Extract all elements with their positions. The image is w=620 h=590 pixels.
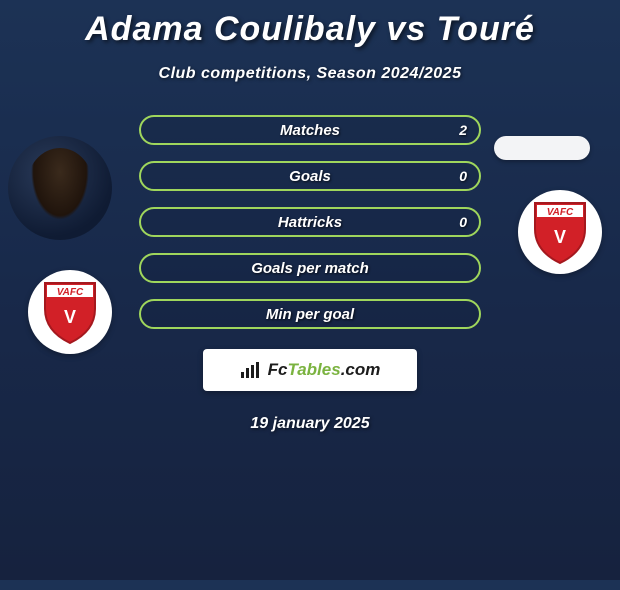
svg-text:V: V: [64, 307, 76, 327]
brand-fc: Fc: [268, 360, 288, 379]
stats-container: Matches 2 Goals 0 Hattricks 0 Goals per …: [139, 115, 481, 329]
svg-text:VAFC: VAFC: [57, 287, 84, 298]
stat-right-value: 0: [459, 214, 467, 230]
page-title: Adama Coulibaly vs Touré: [0, 10, 620, 49]
stat-row-hattricks: Hattricks 0: [139, 207, 481, 237]
stat-label: Hattricks: [278, 214, 342, 231]
stat-row-matches: Matches 2: [139, 115, 481, 145]
vafc-shield-icon: VAFC V: [41, 279, 99, 345]
stat-row-goals: Goals 0: [139, 161, 481, 191]
club-badge-left: VAFC V: [28, 270, 112, 354]
player-avatar-right: [494, 136, 590, 160]
stat-right-value: 0: [459, 168, 467, 184]
stat-label: Goals per match: [251, 260, 369, 277]
stat-row-goals-per-match: Goals per match: [139, 253, 481, 283]
stat-label: Goals: [289, 168, 331, 185]
svg-text:V: V: [554, 227, 566, 247]
stat-label: Min per goal: [266, 306, 354, 323]
snapshot-date: 19 january 2025: [0, 415, 620, 433]
brand-com: .com: [341, 360, 381, 379]
vafc-shield-icon: VAFC V: [531, 199, 589, 265]
stat-row-min-per-goal: Min per goal: [139, 299, 481, 329]
stat-label: Matches: [280, 122, 340, 139]
bar-chart-icon: [240, 361, 262, 379]
brand-badge: FcTables.com: [203, 349, 417, 391]
player-avatar-left: [8, 136, 112, 240]
brand-text: FcTables.com: [268, 360, 381, 380]
brand-tables: Tables: [287, 360, 340, 379]
club-badge-right: VAFC V: [518, 190, 602, 274]
subtitle: Club competitions, Season 2024/2025: [0, 65, 620, 83]
svg-text:VAFC: VAFC: [547, 207, 574, 218]
stat-right-value: 2: [459, 122, 467, 138]
